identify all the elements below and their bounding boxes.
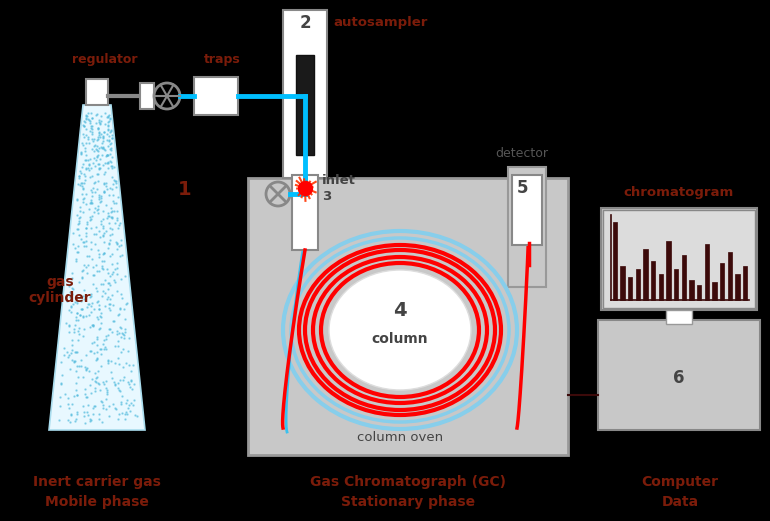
Bar	[248, 178, 568, 455]
Text: inlet: inlet	[322, 174, 356, 187]
Text: 4: 4	[393, 301, 407, 320]
Text: 6: 6	[673, 369, 685, 387]
Bar	[508, 167, 546, 287]
Text: Computer
Data: Computer Data	[641, 475, 718, 508]
Bar	[598, 320, 760, 430]
Text: 3: 3	[322, 190, 331, 203]
Text: regulator: regulator	[72, 53, 138, 66]
Text: 5: 5	[516, 179, 527, 197]
Bar	[666, 310, 692, 324]
Bar	[651, 260, 655, 300]
Text: chromatogram: chromatogram	[624, 186, 734, 199]
Bar	[712, 282, 717, 300]
Bar	[194, 77, 238, 115]
Bar	[283, 10, 327, 178]
Bar	[601, 208, 757, 310]
Bar	[86, 79, 108, 105]
Text: detector: detector	[496, 147, 548, 160]
Text: column: column	[372, 332, 428, 346]
Bar	[644, 249, 648, 300]
Bar	[140, 83, 154, 109]
Bar	[689, 279, 694, 300]
Bar	[674, 269, 678, 300]
Bar	[728, 253, 732, 300]
Text: traps: traps	[203, 53, 240, 66]
Bar	[697, 285, 701, 300]
Text: 1: 1	[178, 180, 192, 199]
Bar	[658, 274, 663, 300]
Bar	[681, 255, 686, 300]
Bar	[636, 269, 640, 300]
Bar	[512, 175, 542, 245]
Bar	[613, 222, 617, 300]
Bar	[292, 175, 318, 250]
Bar	[603, 210, 755, 308]
Bar	[621, 266, 624, 300]
Bar	[666, 241, 671, 300]
Text: gas
cylinder: gas cylinder	[28, 275, 92, 305]
Bar	[720, 263, 725, 300]
Text: Inert carrier gas
Mobile phase: Inert carrier gas Mobile phase	[33, 475, 161, 508]
Bar	[735, 274, 740, 300]
Text: autosampler: autosampler	[333, 16, 427, 29]
Text: Gas Chromatograph (GC)
Stationary phase: Gas Chromatograph (GC) Stationary phase	[310, 475, 506, 508]
Polygon shape	[49, 105, 145, 430]
Bar	[628, 277, 632, 300]
Bar	[705, 244, 709, 300]
Bar	[743, 266, 747, 300]
Text: 2: 2	[300, 14, 311, 32]
Bar	[296, 55, 314, 155]
Ellipse shape	[329, 270, 471, 390]
Text: column oven: column oven	[357, 431, 443, 444]
